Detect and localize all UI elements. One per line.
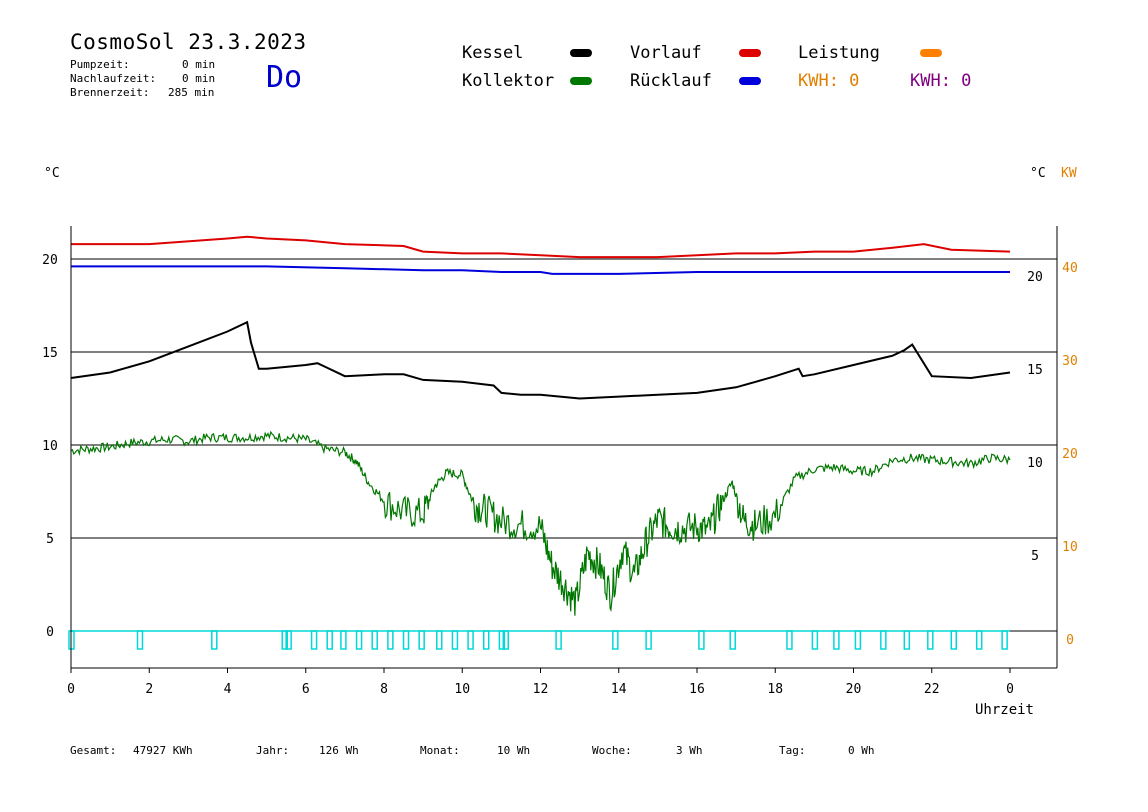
stat-brennerzeit-label: Brennerzeit:: [70, 86, 150, 99]
pump-pulse: [698, 630, 705, 650]
x-tick-label: 22: [924, 682, 940, 697]
legend-kollektor-label: Kollektor: [462, 71, 555, 91]
right-kw-tick-label: 30: [1062, 354, 1078, 369]
pump-pulse: [281, 630, 288, 650]
legend-kessel-swatch: [570, 49, 592, 57]
pump-pulse: [927, 630, 934, 650]
legend-vorlauf-label: Vorlauf: [630, 43, 702, 63]
x-tick-label: 10: [454, 682, 470, 697]
footer-gesamt-label: Gesamt:: [70, 744, 117, 757]
stat-brennerzeit-value: 285 min: [168, 86, 215, 99]
pump-pulse: [950, 630, 958, 650]
pump-pulse: [555, 630, 562, 650]
series-line-rücklauf: [71, 265, 1010, 275]
pump-pulse: [467, 630, 474, 650]
left-axis-unit: °C: [44, 166, 60, 181]
pump-pulse: [729, 630, 736, 650]
series-line-vorlauf: [71, 235, 1011, 259]
pump-pulse: [285, 630, 292, 650]
x-tick-label: 12: [533, 682, 549, 697]
footer-gesamt-value: 47927 KWh: [133, 744, 193, 757]
pump-pulse: [975, 630, 983, 650]
legend-leistung-swatch: [920, 49, 942, 57]
x-tick-label: 6: [302, 682, 310, 697]
series-line-kessel: [70, 320, 1011, 400]
left-tick-label: 20: [42, 253, 58, 268]
right-kw-tick-label: 40: [1062, 261, 1078, 276]
pump-pulse: [786, 630, 793, 650]
pump-pulse: [340, 630, 347, 650]
pump-pulse: [903, 630, 911, 650]
x-axis-label: Uhrzeit: [975, 702, 1034, 718]
pump-pulse: [502, 630, 510, 650]
footer-tag-value: 0 Wh: [848, 744, 875, 757]
legend-ruecklauf-swatch: [739, 77, 761, 85]
series-line-kollektor: [70, 430, 1011, 616]
footer-woche-value: 3 Wh: [676, 744, 703, 757]
pump-pulse: [482, 630, 490, 650]
footer-jahr-label: Jahr:: [256, 744, 290, 757]
pump-pulse: [436, 630, 443, 650]
pump-pulse: [833, 630, 840, 650]
footer-jahr-value: 126 Wh: [319, 744, 359, 757]
pump-pulse: [811, 630, 819, 650]
pump-pulse: [402, 630, 410, 650]
pump-pulse: [1001, 630, 1008, 650]
x-tick-label: 20: [846, 682, 862, 697]
right-kw-tick-label: 0: [1066, 633, 1074, 648]
legend-leistung-label: Leistung: [798, 43, 880, 63]
legend-kollektor-swatch: [570, 77, 592, 85]
pump-pulse: [418, 630, 425, 650]
x-tick-label: 2: [145, 682, 153, 697]
pump-pulse: [880, 630, 887, 650]
right-c-tick-label: 15: [1027, 363, 1043, 378]
footer-tag-label: Tag:: [779, 744, 806, 757]
pump-pulse: [645, 630, 652, 650]
left-tick-label: 0: [46, 625, 54, 640]
pump-pulse: [451, 630, 459, 650]
weekday-label: Do: [266, 60, 303, 95]
legend-vorlauf-swatch: [739, 49, 761, 57]
stat-nachlaufzeit-label: Nachlaufzeit:: [70, 72, 157, 85]
stat-pumpzeit-label: Pumpzeit:: [70, 58, 130, 71]
footer-monat-value: 10 Wh: [497, 744, 531, 757]
pump-pulse: [136, 630, 144, 650]
right-c-tick-label: 10: [1027, 456, 1043, 471]
pump-pulse: [310, 630, 318, 650]
x-tick-label: 0: [1006, 682, 1014, 697]
right-axis-unit-celsius: °C: [1030, 166, 1046, 181]
legend-ruecklauf-label: Rücklauf: [630, 71, 712, 91]
left-tick-label: 15: [42, 346, 58, 361]
pump-pulse: [854, 630, 862, 650]
pump-pulse: [387, 630, 394, 650]
stat-pumpzeit-value: 0 min: [182, 58, 216, 71]
left-tick-label: 5: [46, 532, 54, 547]
x-tick-label: 14: [611, 682, 627, 697]
legend-kessel-label: Kessel: [462, 43, 524, 63]
footer-monat-label: Monat:: [420, 744, 460, 757]
stat-nachlaufzeit-value: 0 min: [182, 72, 216, 85]
x-tick-label: 0: [67, 682, 75, 697]
right-kw-tick-label: 10: [1062, 540, 1078, 555]
left-tick-label: 10: [42, 439, 58, 454]
legend-kwh-purple: KWH: 0: [910, 71, 972, 91]
right-c-tick-label: 5: [1031, 549, 1039, 564]
pump-pulse: [211, 630, 218, 650]
right-axis-unit-kw: KW: [1061, 166, 1077, 181]
pump-pulse: [371, 630, 378, 650]
pump-pulse: [612, 630, 619, 650]
right-c-tick-label: 20: [1027, 270, 1043, 285]
pump-pulse: [326, 630, 333, 650]
x-tick-label: 4: [224, 682, 232, 697]
pump-pulse: [498, 630, 506, 650]
x-tick-label: 8: [380, 682, 388, 697]
legend-kwh-orange: KWH: 0: [798, 71, 860, 91]
x-tick-label: 18: [767, 682, 783, 697]
footer-woche-label: Woche:: [592, 744, 632, 757]
pump-pulse: [355, 630, 363, 650]
x-tick-label: 16: [689, 682, 705, 697]
chart-title: CosmoSol 23.3.2023: [70, 30, 307, 54]
right-kw-tick-label: 20: [1062, 447, 1078, 462]
